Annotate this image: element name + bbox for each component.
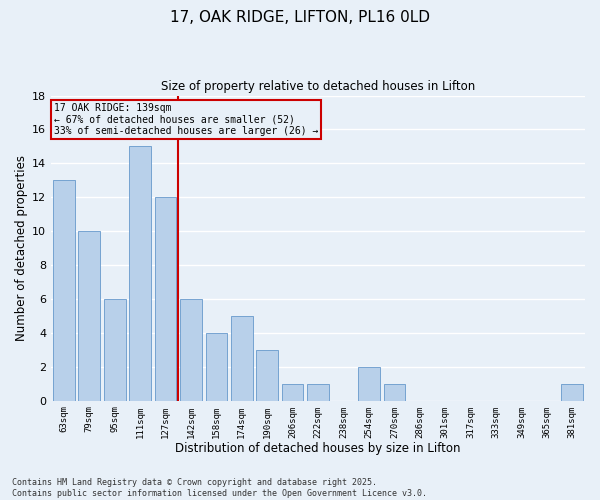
Bar: [130, 146, 151, 400]
Text: 17 OAK RIDGE: 139sqm
← 67% of detached houses are smaller (52)
33% of semi-detac: 17 OAK RIDGE: 139sqm ← 67% of detached h…: [54, 103, 318, 136]
Title: Size of property relative to detached houses in Lifton: Size of property relative to detached ho…: [161, 80, 475, 93]
Bar: [206, 333, 227, 400]
Bar: [180, 299, 202, 400]
Bar: [562, 384, 583, 400]
Bar: [104, 299, 125, 400]
Bar: [53, 180, 74, 400]
Bar: [282, 384, 304, 400]
Bar: [79, 231, 100, 400]
Bar: [383, 384, 405, 400]
Bar: [358, 367, 380, 400]
Text: 17, OAK RIDGE, LIFTON, PL16 0LD: 17, OAK RIDGE, LIFTON, PL16 0LD: [170, 10, 430, 25]
Bar: [256, 350, 278, 401]
Bar: [231, 316, 253, 400]
Text: Contains HM Land Registry data © Crown copyright and database right 2025.
Contai: Contains HM Land Registry data © Crown c…: [12, 478, 427, 498]
Y-axis label: Number of detached properties: Number of detached properties: [15, 155, 28, 341]
Bar: [307, 384, 329, 400]
Bar: [155, 198, 176, 400]
X-axis label: Distribution of detached houses by size in Lifton: Distribution of detached houses by size …: [175, 442, 461, 455]
